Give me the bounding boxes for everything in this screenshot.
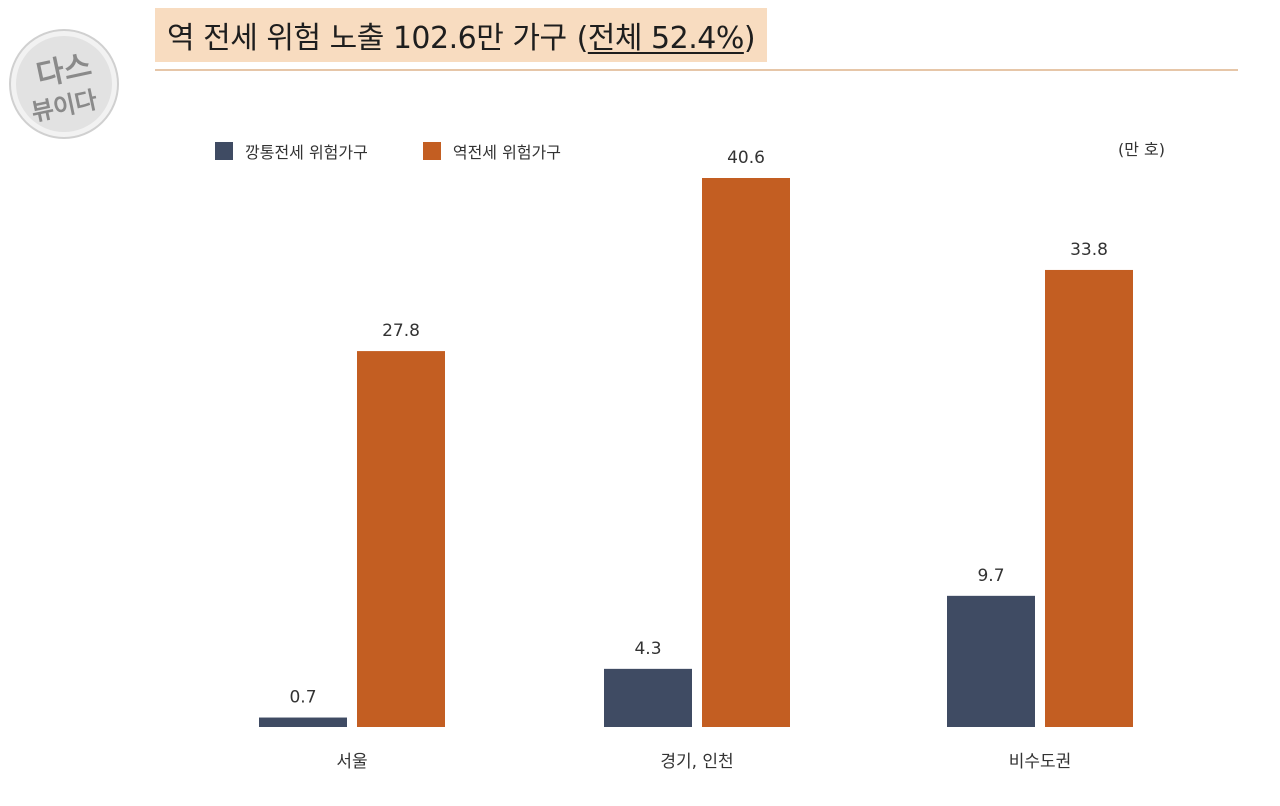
title-paren-close: ) <box>743 21 756 56</box>
data-label-dark-1: 4.3 <box>634 639 661 659</box>
legend-swatch-orange <box>422 142 441 160</box>
bar-dark-1 <box>604 668 692 727</box>
bar-dark-0 <box>259 717 347 727</box>
page-title: 역 전세 위험 노출 102.6만 가구 <box>167 21 567 56</box>
legend-label-orange: 역전세 위험가구 <box>452 143 561 162</box>
title-band: 역 전세 위험 노출 102.6만 가구 (전체 52.4%) <box>155 8 768 62</box>
data-label-dark-2: 9.7 <box>977 566 1004 586</box>
title-divider <box>155 69 1238 71</box>
bar-orange-1 <box>702 178 790 727</box>
category-label-2: 비수도권 <box>1009 752 1072 772</box>
data-label-orange-2: 33.8 <box>1070 240 1108 260</box>
bar-dark-2 <box>947 595 1035 727</box>
data-label-orange-0: 27.8 <box>382 321 420 341</box>
category-label-1: 경기, 인천 <box>660 752 733 772</box>
data-label-dark-0: 0.7 <box>289 688 316 708</box>
unit-label: (만 호) <box>1118 140 1166 159</box>
bar-orange-2 <box>1045 269 1133 727</box>
channel-logo: 다스 뷰이다 <box>9 29 119 139</box>
title-summary: (전체 52.4%) <box>576 13 756 57</box>
legend-item-dark: 깡통전세 위험가구 <box>215 139 368 163</box>
data-label-orange-1: 40.6 <box>727 148 765 168</box>
title-paren-open: ( <box>576 21 589 56</box>
bar-orange-0 <box>357 351 445 727</box>
title-summary-highlight: 전체 52.4% <box>587 21 745 56</box>
legend-label-dark: 깡통전세 위험가구 <box>245 143 368 162</box>
legend-item-orange: 역전세 위험가구 <box>422 139 561 163</box>
chart-legend: 깡통전세 위험가구 역전세 위험가구 <box>215 139 616 163</box>
legend-swatch-dark <box>215 142 233 160</box>
category-label-0: 서울 <box>336 752 367 772</box>
